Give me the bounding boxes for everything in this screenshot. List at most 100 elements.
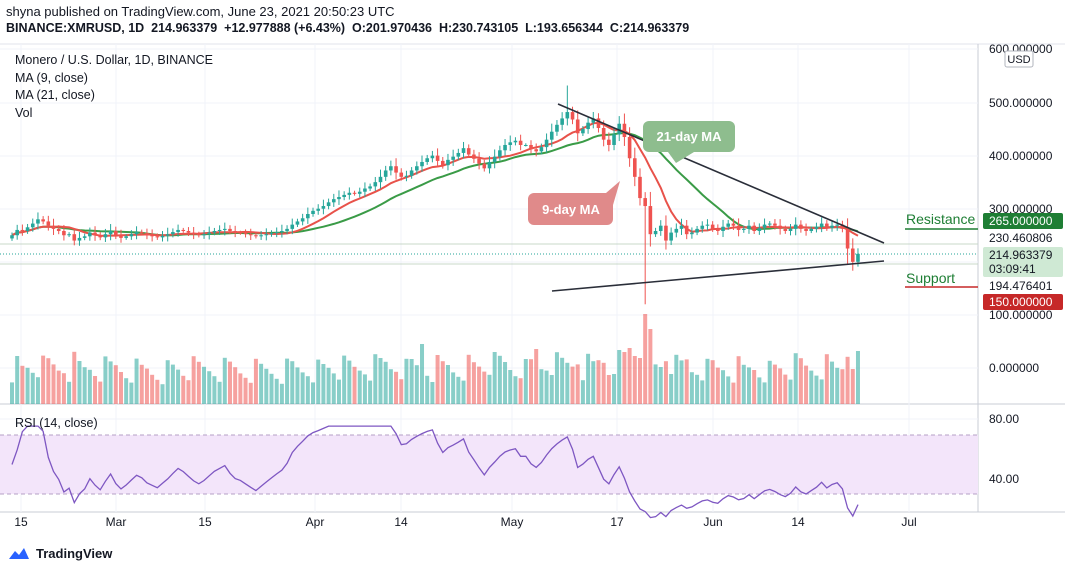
volume-bar	[440, 361, 445, 404]
price-tick: 0.000000	[989, 361, 1039, 375]
candle-body	[404, 175, 409, 177]
candle-body	[731, 223, 736, 226]
candle-body	[67, 234, 71, 236]
candle-body	[716, 228, 720, 232]
volume-bar	[637, 358, 642, 404]
volume-bar	[186, 380, 191, 404]
volume-bar	[778, 368, 783, 404]
volume-bar	[56, 370, 61, 404]
candle-body	[233, 231, 237, 233]
candle-body	[197, 234, 201, 236]
candle-body	[492, 156, 497, 162]
volume-bar	[414, 365, 419, 404]
price-tick: 300.000000	[989, 202, 1053, 216]
candle-body	[15, 229, 19, 236]
volume-bar	[575, 364, 580, 404]
volume-bar	[845, 356, 850, 404]
candle-body	[653, 231, 658, 235]
volume-bar	[684, 359, 689, 404]
candle-body	[799, 224, 803, 229]
candle-body	[850, 248, 855, 262]
candle-body	[643, 198, 647, 207]
time-label: Apr	[306, 515, 325, 529]
descending-trendline[interactable]	[557, 103, 885, 244]
volume-bar	[466, 354, 471, 404]
candle-body	[373, 182, 378, 187]
volume-bar	[207, 371, 212, 404]
price-axis[interactable]: 600.000000 500.000000 400.000000 300.000…	[989, 42, 1053, 375]
volume-bar	[326, 367, 331, 404]
tradingview-logo[interactable]: TradingView	[8, 546, 112, 561]
candle-body	[555, 124, 559, 132]
candle-body	[363, 188, 367, 192]
candle-body	[586, 122, 590, 130]
legend-title: Monero / U.S. Dollar, 1D, BINANCE	[15, 53, 213, 67]
volume-bar	[632, 356, 637, 404]
currency-button[interactable]: USD	[1004, 50, 1034, 68]
volume-bar	[394, 371, 399, 404]
volume-bar	[388, 369, 393, 404]
ascending-trendline[interactable]	[551, 260, 885, 292]
candle-body	[757, 227, 762, 232]
candle-body	[378, 176, 383, 183]
volume-bar	[804, 365, 809, 404]
candle-body	[181, 229, 186, 232]
volume-bar	[809, 370, 814, 404]
volume-bar	[259, 363, 264, 404]
candle-body	[228, 228, 232, 232]
candle-body	[658, 225, 663, 232]
volume-bar	[118, 372, 123, 404]
last-price: 214.963379	[151, 21, 218, 35]
volume-bar	[529, 359, 533, 404]
volume-bar	[15, 356, 20, 404]
candle-body	[222, 228, 227, 230]
candle-body	[498, 150, 502, 157]
volume-bar	[762, 382, 767, 404]
rsi-tick: 40.00	[989, 472, 1019, 486]
candle-body	[461, 148, 466, 153]
candle-body	[368, 186, 372, 189]
rsi-axis[interactable]: 80.00 40.00	[989, 412, 1019, 486]
volume-bar	[715, 367, 720, 404]
volume-bar	[591, 361, 596, 404]
candle-body	[409, 170, 414, 176]
volume-bar	[373, 354, 378, 404]
candle-body	[150, 235, 154, 237]
candle-body	[664, 225, 668, 241]
volume-bar	[663, 361, 668, 404]
volume-bar	[10, 382, 14, 404]
candle-body	[456, 152, 461, 157]
symbol-name: BINANCE:XMRUSD, 1D	[6, 21, 145, 35]
candle-body	[472, 154, 476, 159]
candle-body	[487, 161, 492, 169]
candle-body	[321, 206, 326, 209]
candle-body	[762, 224, 767, 228]
candle-body	[690, 232, 694, 235]
candle-body	[72, 234, 77, 241]
volume-bar	[835, 367, 840, 404]
candle-body	[207, 232, 212, 235]
candle-body	[129, 234, 134, 237]
volume-bar	[113, 365, 118, 404]
legend-vol: Vol	[15, 105, 33, 120]
candle-body	[741, 228, 746, 230]
volume-bar	[767, 360, 772, 404]
candle-body	[41, 219, 45, 222]
volume-bar	[710, 360, 715, 404]
volume-bar	[435, 355, 440, 404]
support-tag	[983, 294, 1063, 310]
candle-body	[357, 191, 362, 194]
volume-bar	[430, 382, 435, 404]
volume-bar	[508, 370, 513, 404]
volume-bar	[311, 382, 316, 404]
volume-bar	[222, 357, 227, 404]
volume-bar	[580, 380, 585, 404]
volume-bar	[669, 374, 674, 404]
candle-body	[674, 228, 679, 233]
time-axis[interactable]: 15 Mar 15 Apr 14 May 17 Jun 14 Jul	[14, 515, 916, 529]
candle-body	[165, 234, 170, 236]
volume-bar	[679, 360, 684, 404]
volume-bar	[830, 361, 835, 404]
candle-body	[736, 225, 741, 230]
